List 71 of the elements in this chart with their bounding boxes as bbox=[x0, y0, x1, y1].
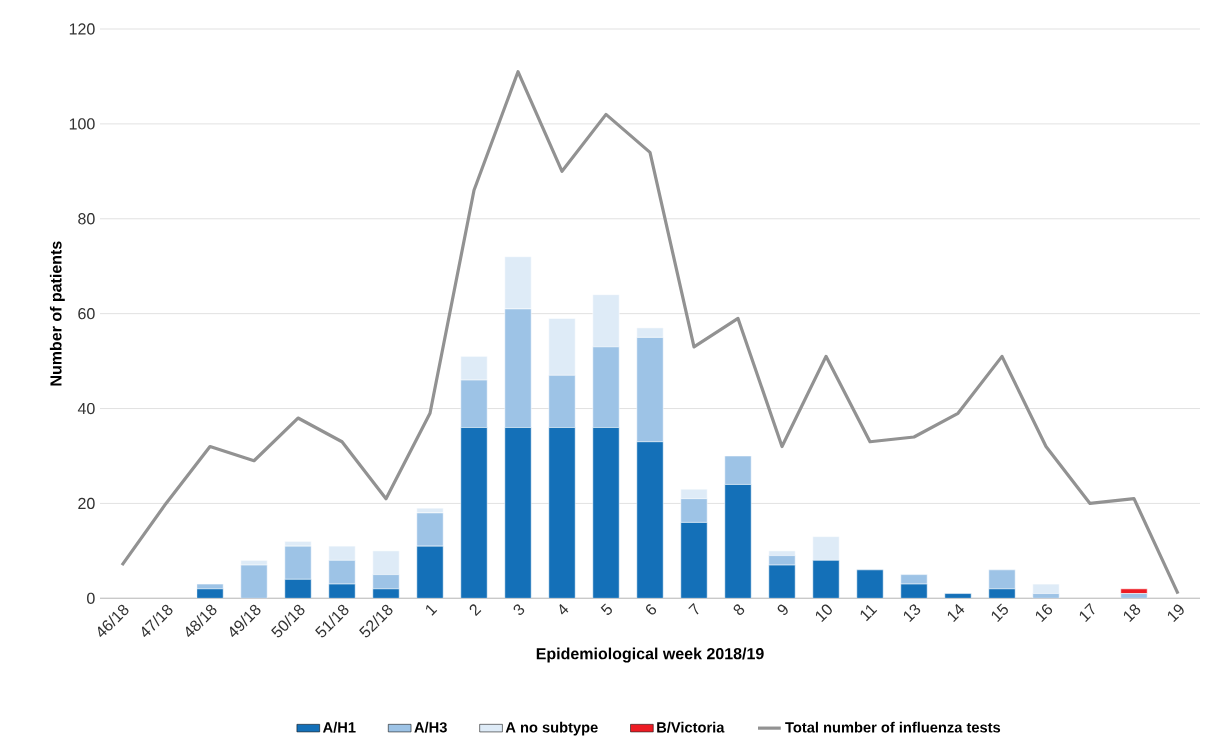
bar bbox=[680, 498, 708, 523]
line-series bbox=[120, 70, 1180, 596]
bar bbox=[592, 427, 620, 599]
x-tick-label: 13 bbox=[903, 604, 921, 623]
y-tick-label: 120 bbox=[69, 23, 95, 35]
x-tick-label: 3 bbox=[513, 604, 525, 615]
bar bbox=[636, 327, 664, 338]
y-axis-title: Number of patients bbox=[49, 241, 65, 386]
bar bbox=[372, 574, 400, 590]
legend-label: Total number of influenza tests bbox=[785, 721, 1001, 733]
bar bbox=[372, 588, 400, 599]
x-tick-label: 19 bbox=[1167, 604, 1184, 623]
bar bbox=[768, 564, 796, 599]
bar bbox=[504, 427, 532, 599]
bar bbox=[196, 588, 224, 599]
bar bbox=[636, 441, 664, 599]
bar bbox=[1032, 583, 1060, 594]
bar bbox=[328, 560, 356, 585]
x-tick-label: 11 bbox=[860, 604, 878, 622]
x-tick-label: 5 bbox=[600, 603, 612, 615]
x-tick-label: 6 bbox=[646, 604, 657, 615]
bar bbox=[592, 346, 620, 428]
y-tick-label: 40 bbox=[77, 402, 95, 415]
bar bbox=[988, 588, 1016, 599]
bar bbox=[460, 356, 488, 381]
x-tick-label: 10 bbox=[815, 604, 832, 623]
bar bbox=[460, 427, 488, 599]
bar bbox=[284, 545, 312, 580]
y-tick-label: 60 bbox=[78, 308, 95, 320]
bar bbox=[636, 337, 664, 443]
x-tick-label: 1 bbox=[426, 604, 438, 616]
bar bbox=[900, 583, 928, 599]
bar bbox=[328, 583, 356, 599]
bar bbox=[504, 308, 532, 428]
x-tick-label: 16 bbox=[1035, 604, 1053, 623]
y-tick-label: 80 bbox=[78, 213, 95, 225]
bar bbox=[284, 579, 312, 599]
bar bbox=[856, 569, 884, 599]
bar bbox=[724, 484, 752, 599]
y-tick-label: 100 bbox=[69, 118, 95, 130]
bar bbox=[548, 318, 576, 376]
bar bbox=[416, 545, 444, 599]
x-axis-title: Epidemiological week 2018/19 bbox=[536, 647, 764, 663]
bar bbox=[240, 564, 268, 599]
x-tick-label: 2 bbox=[469, 604, 482, 617]
bar bbox=[812, 560, 840, 599]
x-tick-label: 15 bbox=[991, 603, 1008, 622]
y-tick-label: 0 bbox=[87, 592, 95, 604]
x-tick-label: 7 bbox=[688, 603, 699, 615]
bar bbox=[328, 545, 356, 561]
bar bbox=[680, 522, 708, 599]
bar bbox=[548, 427, 576, 599]
bar bbox=[768, 550, 796, 556]
y-tick-label: 20 bbox=[78, 497, 95, 510]
x-tick-label: 8 bbox=[733, 604, 745, 615]
legend-label: A/H3 bbox=[414, 721, 447, 733]
bar bbox=[460, 379, 488, 428]
bar bbox=[680, 488, 708, 499]
legend-label: A no subtype bbox=[505, 721, 598, 736]
bar bbox=[812, 536, 840, 561]
bar bbox=[548, 375, 576, 428]
legend-label: B/Victoria bbox=[657, 721, 725, 733]
bar bbox=[416, 512, 444, 547]
bar bbox=[372, 550, 400, 575]
x-tick-label: 9 bbox=[777, 604, 788, 615]
legend-label: A/H1 bbox=[322, 721, 356, 733]
x-tick-label: 4 bbox=[559, 603, 569, 615]
x-tick-label: 14 bbox=[947, 603, 965, 622]
x-tick-label: 17 bbox=[1079, 603, 1095, 622]
x-tick-label: 18 bbox=[1123, 604, 1141, 623]
bar bbox=[724, 455, 752, 485]
